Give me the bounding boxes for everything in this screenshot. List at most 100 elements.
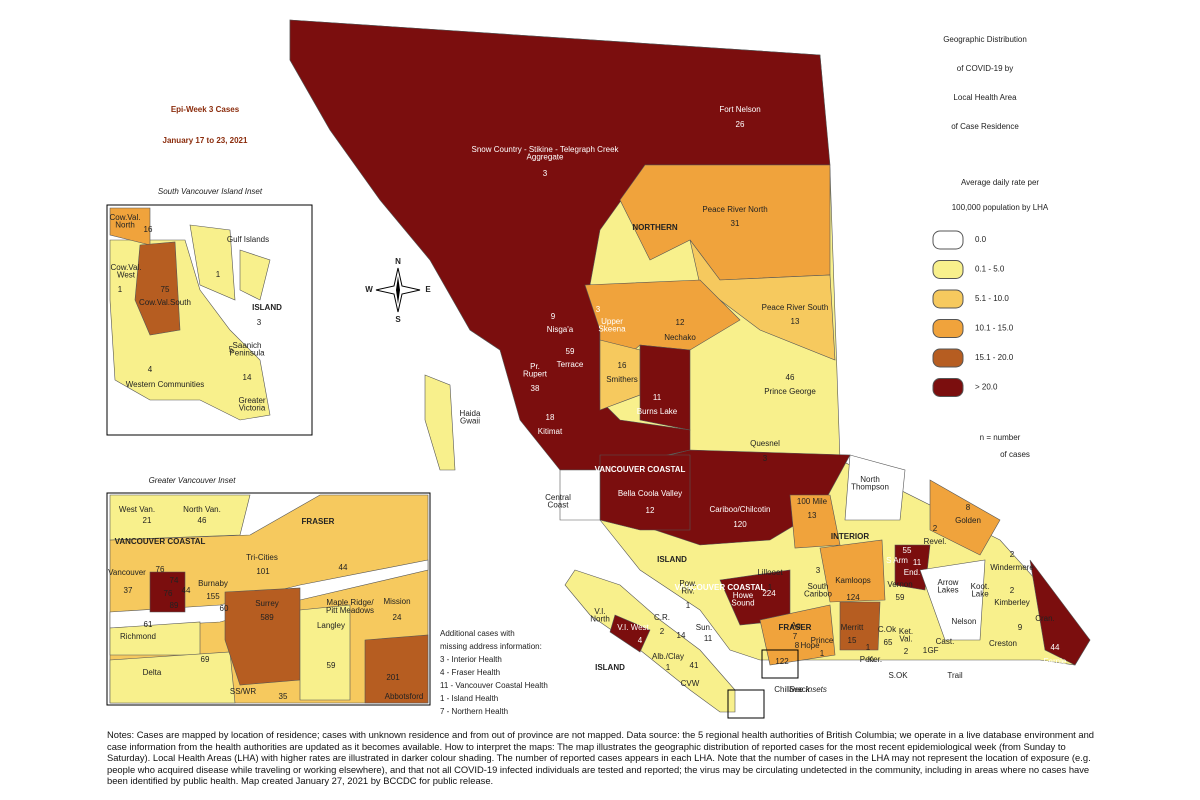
inset-label: ISLAND bbox=[252, 303, 282, 312]
region bbox=[789, 494, 841, 549]
area-cases: 59 bbox=[896, 593, 905, 602]
compass-letter: W bbox=[365, 285, 373, 294]
legend-swatch bbox=[932, 319, 964, 338]
legend-note: of cases bbox=[1000, 450, 1030, 459]
area-name: Fernie bbox=[1044, 657, 1067, 666]
region bbox=[894, 544, 931, 591]
area-cases: 15 bbox=[848, 636, 857, 645]
area-cases: 76 bbox=[156, 565, 165, 574]
region bbox=[424, 374, 456, 471]
area-cases: 2 bbox=[1010, 550, 1015, 559]
missing-item: 11 - Vancouver Coastal Health bbox=[440, 681, 548, 690]
title: of Case Residence bbox=[951, 122, 1019, 131]
legend-swatch bbox=[932, 378, 964, 397]
area-name: Pow. bbox=[679, 579, 696, 588]
inset-marker bbox=[761, 649, 799, 679]
region bbox=[559, 469, 601, 521]
area-cases: 2 bbox=[904, 647, 909, 656]
area-cases: 101 bbox=[256, 567, 270, 576]
area-cases: 1 bbox=[923, 646, 928, 655]
health-authority: INTERIOR bbox=[831, 532, 869, 541]
area-name: Vernon bbox=[887, 580, 912, 589]
area-name: Cow.Val. bbox=[110, 213, 141, 222]
area-name: Peninsula bbox=[229, 349, 265, 358]
area-name: Western Communities bbox=[126, 380, 205, 389]
area-name: Victoria bbox=[239, 404, 266, 413]
area-cases: 201 bbox=[386, 673, 400, 682]
legend-label: 0.0 bbox=[975, 235, 987, 244]
inset-label: FRASER bbox=[302, 517, 335, 526]
area-name: Pitt Meadows bbox=[326, 606, 374, 615]
area-cases: 155 bbox=[206, 592, 220, 601]
area-cases: 44 bbox=[339, 563, 348, 572]
area-name: Sun. bbox=[696, 623, 712, 632]
area-cases: 26 bbox=[736, 120, 745, 129]
region bbox=[134, 241, 181, 336]
area-name: Greater bbox=[238, 396, 265, 405]
legend-label: 5.1 - 10.0 bbox=[975, 294, 1009, 303]
area-name: Peace River South bbox=[762, 303, 829, 312]
area-name: Arrow bbox=[938, 578, 959, 587]
legend-note: n = number bbox=[980, 433, 1021, 442]
area-cases: 59 bbox=[327, 661, 336, 670]
area-name: Val. bbox=[899, 635, 912, 644]
area-name: Vancouver bbox=[108, 568, 146, 577]
area-cases: 1 bbox=[666, 663, 671, 672]
area-name: Ket. bbox=[899, 627, 913, 636]
area-cases: 122 bbox=[775, 657, 789, 666]
area-name: Delta bbox=[143, 668, 162, 677]
area-cases: 13 bbox=[791, 317, 800, 326]
area-name: Kamloops bbox=[835, 576, 871, 585]
area-cases: 3 bbox=[543, 169, 548, 178]
area-name: Howe bbox=[733, 591, 754, 600]
area-cases: 7 bbox=[793, 632, 798, 641]
region bbox=[239, 249, 271, 301]
area-cases: 74 bbox=[170, 576, 179, 585]
legend-swatch bbox=[932, 230, 964, 250]
area-cases: 1 bbox=[866, 643, 871, 652]
area-cases: 5 bbox=[229, 345, 234, 354]
area-name: Abbotsford bbox=[385, 692, 424, 701]
title: Local Health Area bbox=[953, 93, 1017, 102]
area-cases: 69 bbox=[201, 655, 210, 664]
area-name: Alb./Clay bbox=[652, 652, 684, 661]
compass-letter: S bbox=[395, 315, 401, 324]
area-name: Merritt bbox=[841, 623, 864, 632]
region bbox=[929, 479, 1001, 556]
area-name: North bbox=[590, 615, 610, 624]
inset-label: VANCOUVER COASTAL bbox=[115, 537, 206, 546]
area-cases: 38 bbox=[531, 384, 540, 393]
area-name: Coast bbox=[548, 501, 570, 510]
area-cases: 3 bbox=[596, 305, 601, 314]
area-cases: 13 bbox=[808, 511, 817, 520]
area-name: Lakes bbox=[937, 586, 958, 595]
area-name: Chilliwack bbox=[774, 685, 811, 694]
area-cases: 3 bbox=[257, 318, 262, 327]
area-name: V.I. West bbox=[617, 623, 649, 632]
area-name: Pr. bbox=[530, 362, 540, 371]
area-name: Quesnel bbox=[750, 439, 780, 448]
dates: January 17 to 23, 2021 bbox=[163, 136, 248, 145]
inset-title: Greater Vancouver Inset bbox=[149, 476, 237, 485]
area-cases: 44 bbox=[1051, 643, 1060, 652]
legend-label: 0.1 - 5.0 bbox=[975, 265, 1005, 274]
region bbox=[639, 344, 691, 431]
area-name: Thompson bbox=[851, 483, 889, 492]
area-cases: 41 bbox=[690, 661, 699, 670]
area-name: Ag. bbox=[791, 621, 803, 630]
inset-title: South Vancouver Island Inset bbox=[158, 187, 263, 196]
area-cases: 46 bbox=[198, 516, 207, 525]
area-name: Cran. bbox=[1035, 614, 1055, 623]
area-name: Haida bbox=[460, 409, 481, 418]
area-name: Skeena bbox=[598, 325, 626, 334]
region bbox=[919, 559, 986, 641]
legend-title: Average daily rate per bbox=[961, 178, 1039, 187]
area-cases: 9 bbox=[1018, 623, 1023, 632]
area-name: North bbox=[860, 475, 880, 484]
missing-item: 3 - Interior Health bbox=[440, 655, 502, 664]
area-cases: 61 bbox=[144, 620, 153, 629]
legend-title: 100,000 population by LHA bbox=[952, 203, 1049, 212]
area-cases: 16 bbox=[618, 361, 627, 370]
